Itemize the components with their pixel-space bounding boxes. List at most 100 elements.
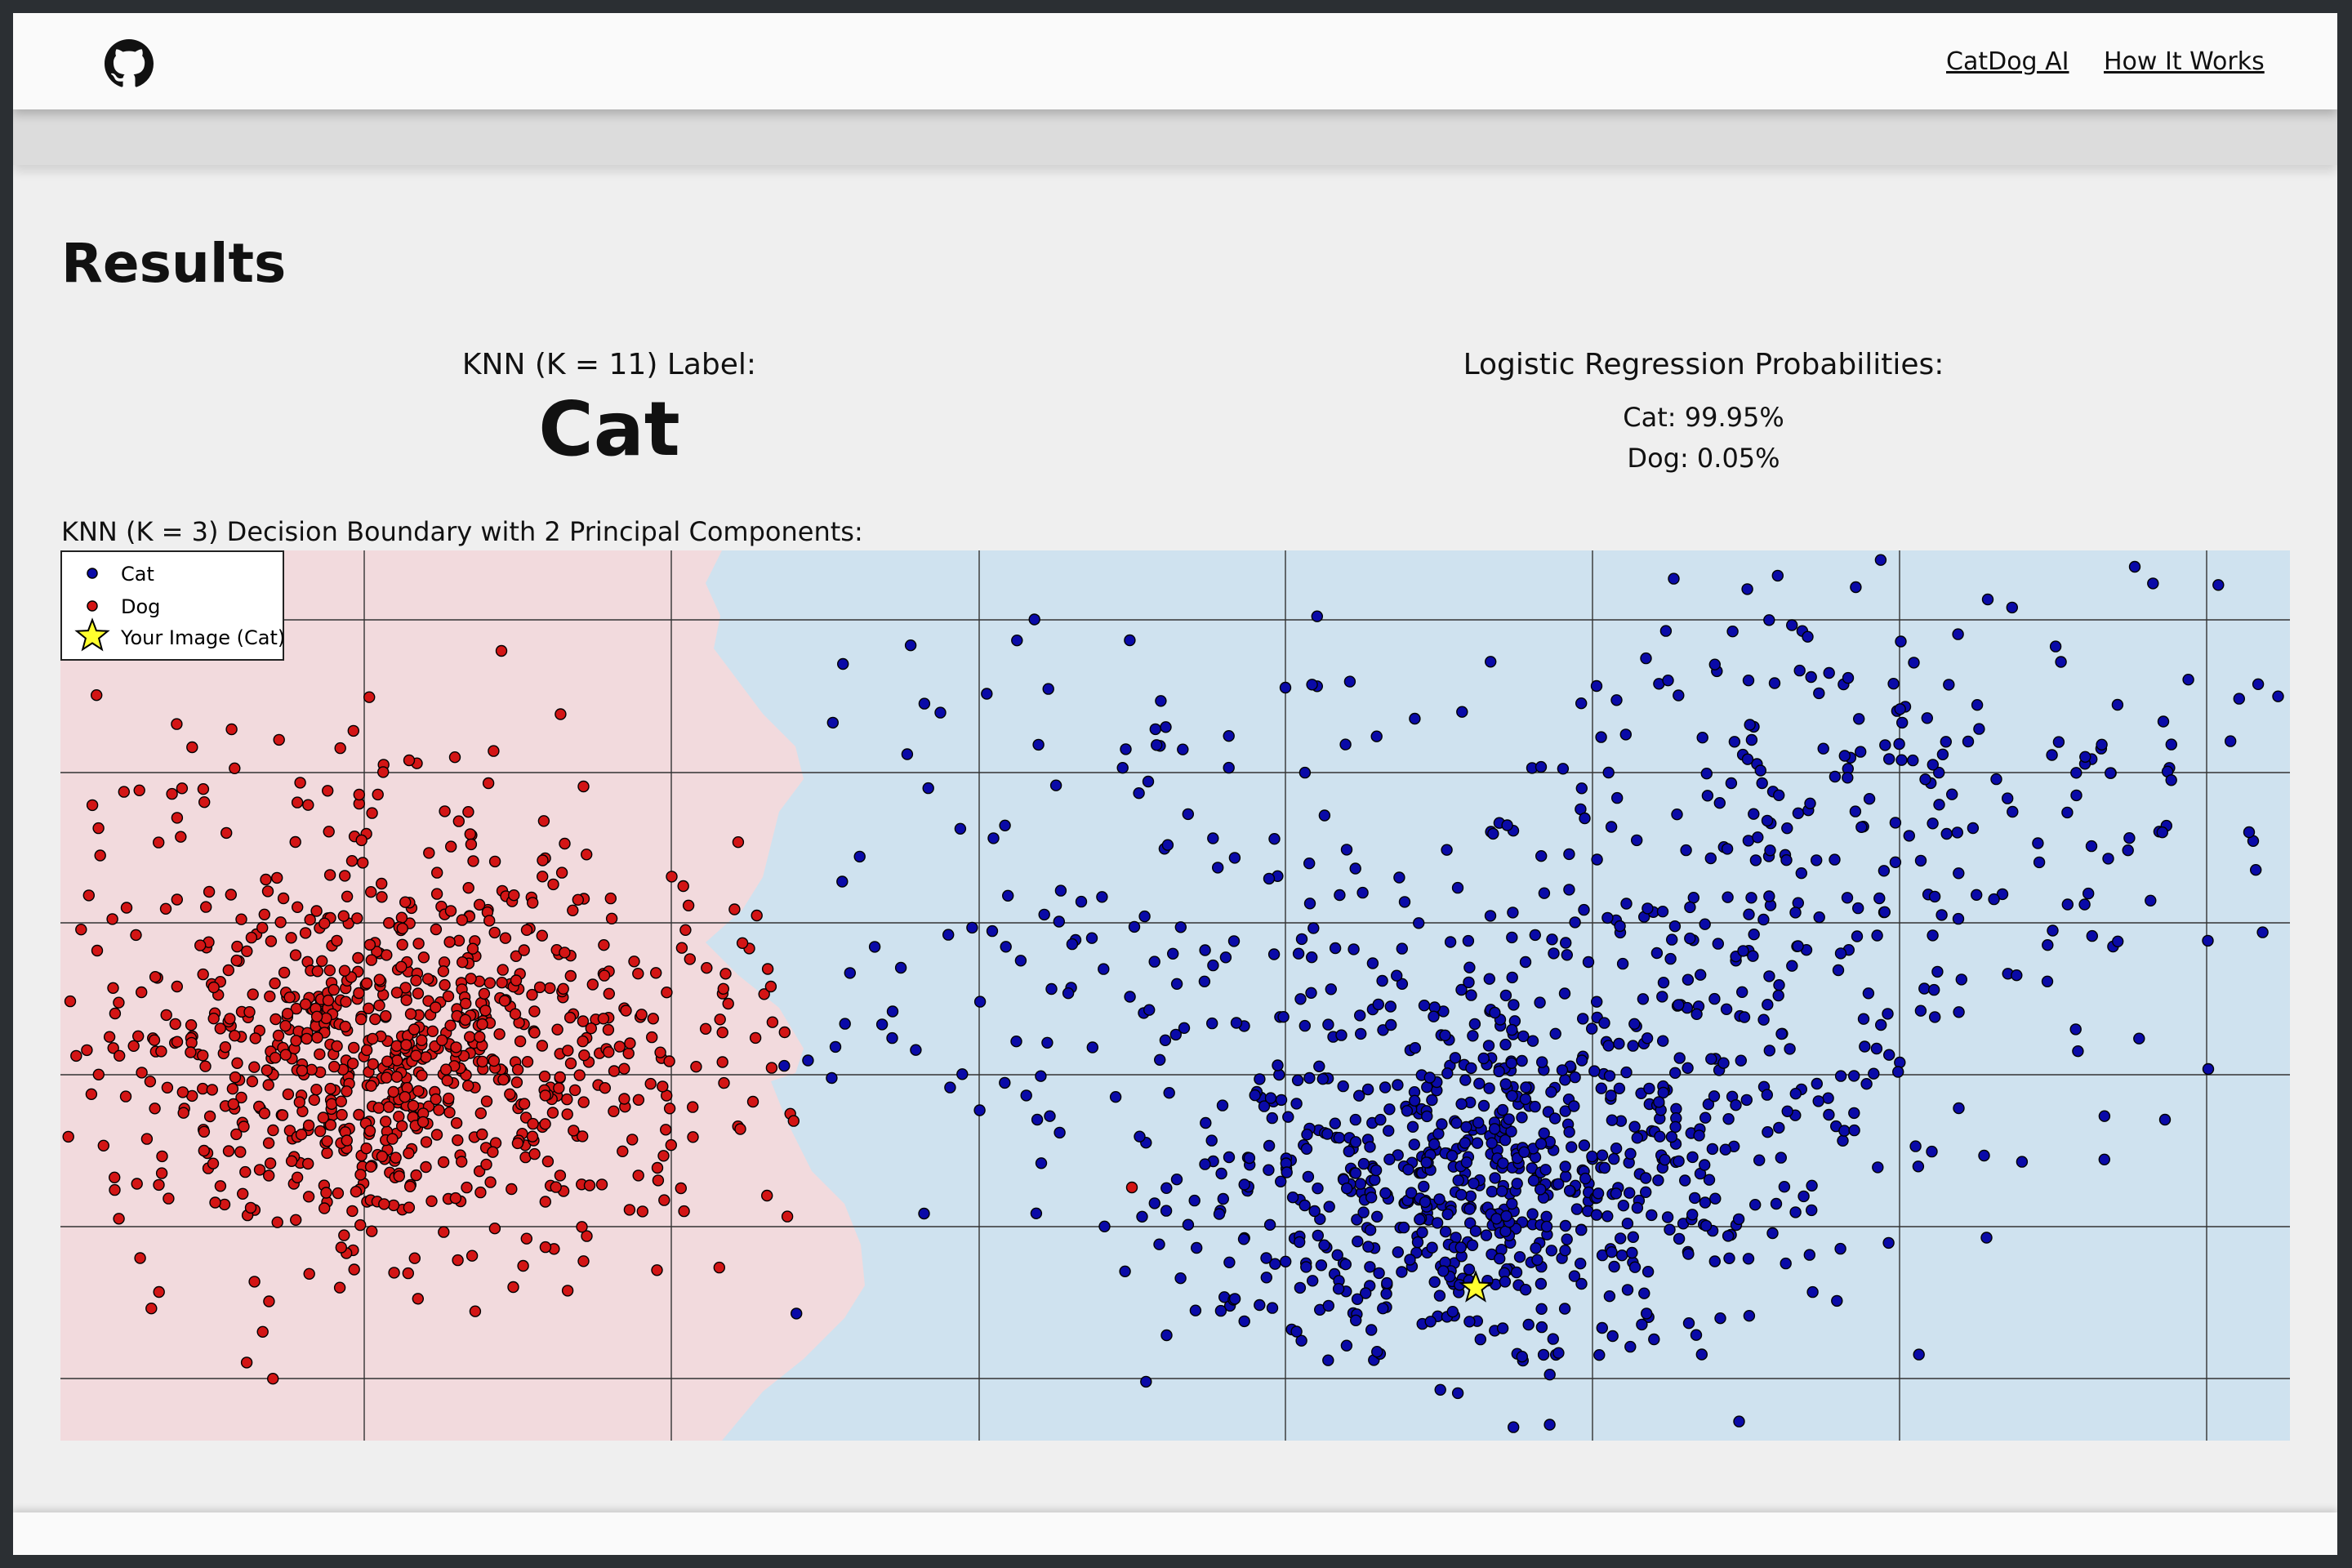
cat-point xyxy=(1579,812,1591,825)
cat-point xyxy=(1895,635,1907,648)
cat-point xyxy=(1962,735,1975,748)
cat-point xyxy=(1829,853,1841,866)
cat-point xyxy=(1735,986,1748,998)
cat-point xyxy=(1383,1153,1396,1165)
cat-point xyxy=(1312,1183,1324,1195)
cat-point xyxy=(1519,1284,1532,1296)
cat-point xyxy=(1441,1208,1454,1221)
dog-point xyxy=(388,1267,400,1279)
dog-point xyxy=(310,905,323,917)
dog-point xyxy=(299,927,312,939)
cat-point xyxy=(1703,1174,1716,1186)
cat-point xyxy=(1659,1153,1671,1166)
cat-point xyxy=(1421,1110,1433,1123)
cat-point xyxy=(1563,1126,1575,1138)
dog-point xyxy=(622,1047,635,1060)
cat-point xyxy=(1756,777,1768,790)
dog-point xyxy=(583,1179,596,1192)
dog-point xyxy=(577,1255,590,1267)
cat-point xyxy=(2145,894,2157,906)
cat-point xyxy=(1862,987,1875,1000)
dog-point xyxy=(373,973,385,986)
cat-point xyxy=(1763,890,1775,902)
cat-point xyxy=(1717,1057,1730,1069)
cat-point xyxy=(1392,1246,1405,1258)
cat-point xyxy=(1838,1125,1851,1137)
dog-point xyxy=(109,1183,121,1196)
cat-point xyxy=(1926,1145,1938,1158)
cat-point xyxy=(2156,826,2169,839)
cat-point xyxy=(2249,864,2262,876)
cat-point xyxy=(1761,1089,1774,1101)
cat-point xyxy=(1503,1113,1515,1125)
cat-point xyxy=(1579,1172,1592,1185)
cat-point xyxy=(1936,909,1948,921)
cat-point xyxy=(1484,656,1497,668)
cat-point xyxy=(1650,947,1664,960)
dog-point xyxy=(339,1020,351,1033)
cat-point xyxy=(1951,826,1964,839)
dog-point xyxy=(276,1109,289,1121)
cat-point xyxy=(1932,766,1945,779)
cat-point xyxy=(1279,681,1292,694)
cat-point xyxy=(1556,1064,1569,1076)
cat-point xyxy=(1696,731,1708,744)
dog-point xyxy=(108,1171,121,1183)
cat-point xyxy=(802,1054,814,1067)
dog-point xyxy=(291,796,304,808)
cat-point xyxy=(1841,892,1854,904)
cat-point xyxy=(1190,1241,1203,1254)
dog-point xyxy=(354,1218,367,1232)
dog-point xyxy=(652,1174,665,1187)
cat-point xyxy=(918,1207,930,1220)
dog-point xyxy=(348,1041,360,1054)
cat-point xyxy=(1398,896,1411,908)
dog-point xyxy=(322,994,335,1007)
cat-point xyxy=(1322,1299,1335,1312)
cat-point xyxy=(1927,817,1939,830)
dog-point xyxy=(341,890,354,902)
cat-point xyxy=(1468,1177,1480,1190)
cat-point xyxy=(1971,698,1984,711)
dog-point xyxy=(537,815,550,827)
cat-point xyxy=(1463,1217,1477,1229)
dog-point xyxy=(345,855,359,867)
cat-point xyxy=(1459,1137,1472,1149)
plot-title: KNN (K = 3) Decision Boundary with 2 Pri… xyxy=(61,516,863,547)
dog-point xyxy=(456,914,468,926)
cat-point xyxy=(1529,1100,1541,1113)
cat-point xyxy=(1725,777,1738,790)
nav-link-how-it-works[interactable]: How It Works xyxy=(2104,47,2265,76)
dog-point xyxy=(403,1147,415,1160)
cat-point xyxy=(1001,889,1014,902)
cat-point xyxy=(1142,775,1155,788)
dog-point xyxy=(506,1183,518,1196)
cat-point xyxy=(1806,1285,1819,1298)
cat-point xyxy=(1300,1261,1312,1273)
dog-point xyxy=(198,1144,211,1157)
cat-point xyxy=(1497,1157,1509,1169)
nav-link-catdog-ai[interactable]: CatDog AI xyxy=(1946,47,2069,76)
cat-point xyxy=(1668,572,1680,585)
github-icon[interactable] xyxy=(105,39,154,88)
legend-star-icon xyxy=(74,617,110,652)
dog-point xyxy=(632,1169,644,1182)
cat-point xyxy=(1364,1224,1377,1236)
dog-point xyxy=(197,1049,209,1062)
cat-point xyxy=(1416,1226,1428,1239)
dog-point xyxy=(321,1147,333,1160)
cat-point xyxy=(1771,569,1784,582)
dog-point xyxy=(391,1054,403,1067)
dog-point xyxy=(510,1076,523,1089)
dog-point xyxy=(660,1124,672,1136)
cat-point xyxy=(1313,1060,1325,1072)
dog-point xyxy=(399,896,412,908)
cat-point xyxy=(1575,782,1588,795)
cat-point xyxy=(910,1044,922,1056)
dog-point xyxy=(363,1125,376,1137)
cat-point xyxy=(1695,1348,1708,1361)
cat-point xyxy=(1506,931,1518,944)
cat-point xyxy=(1318,809,1331,822)
cat-point xyxy=(1263,1164,1275,1176)
dog-point xyxy=(243,1006,256,1018)
